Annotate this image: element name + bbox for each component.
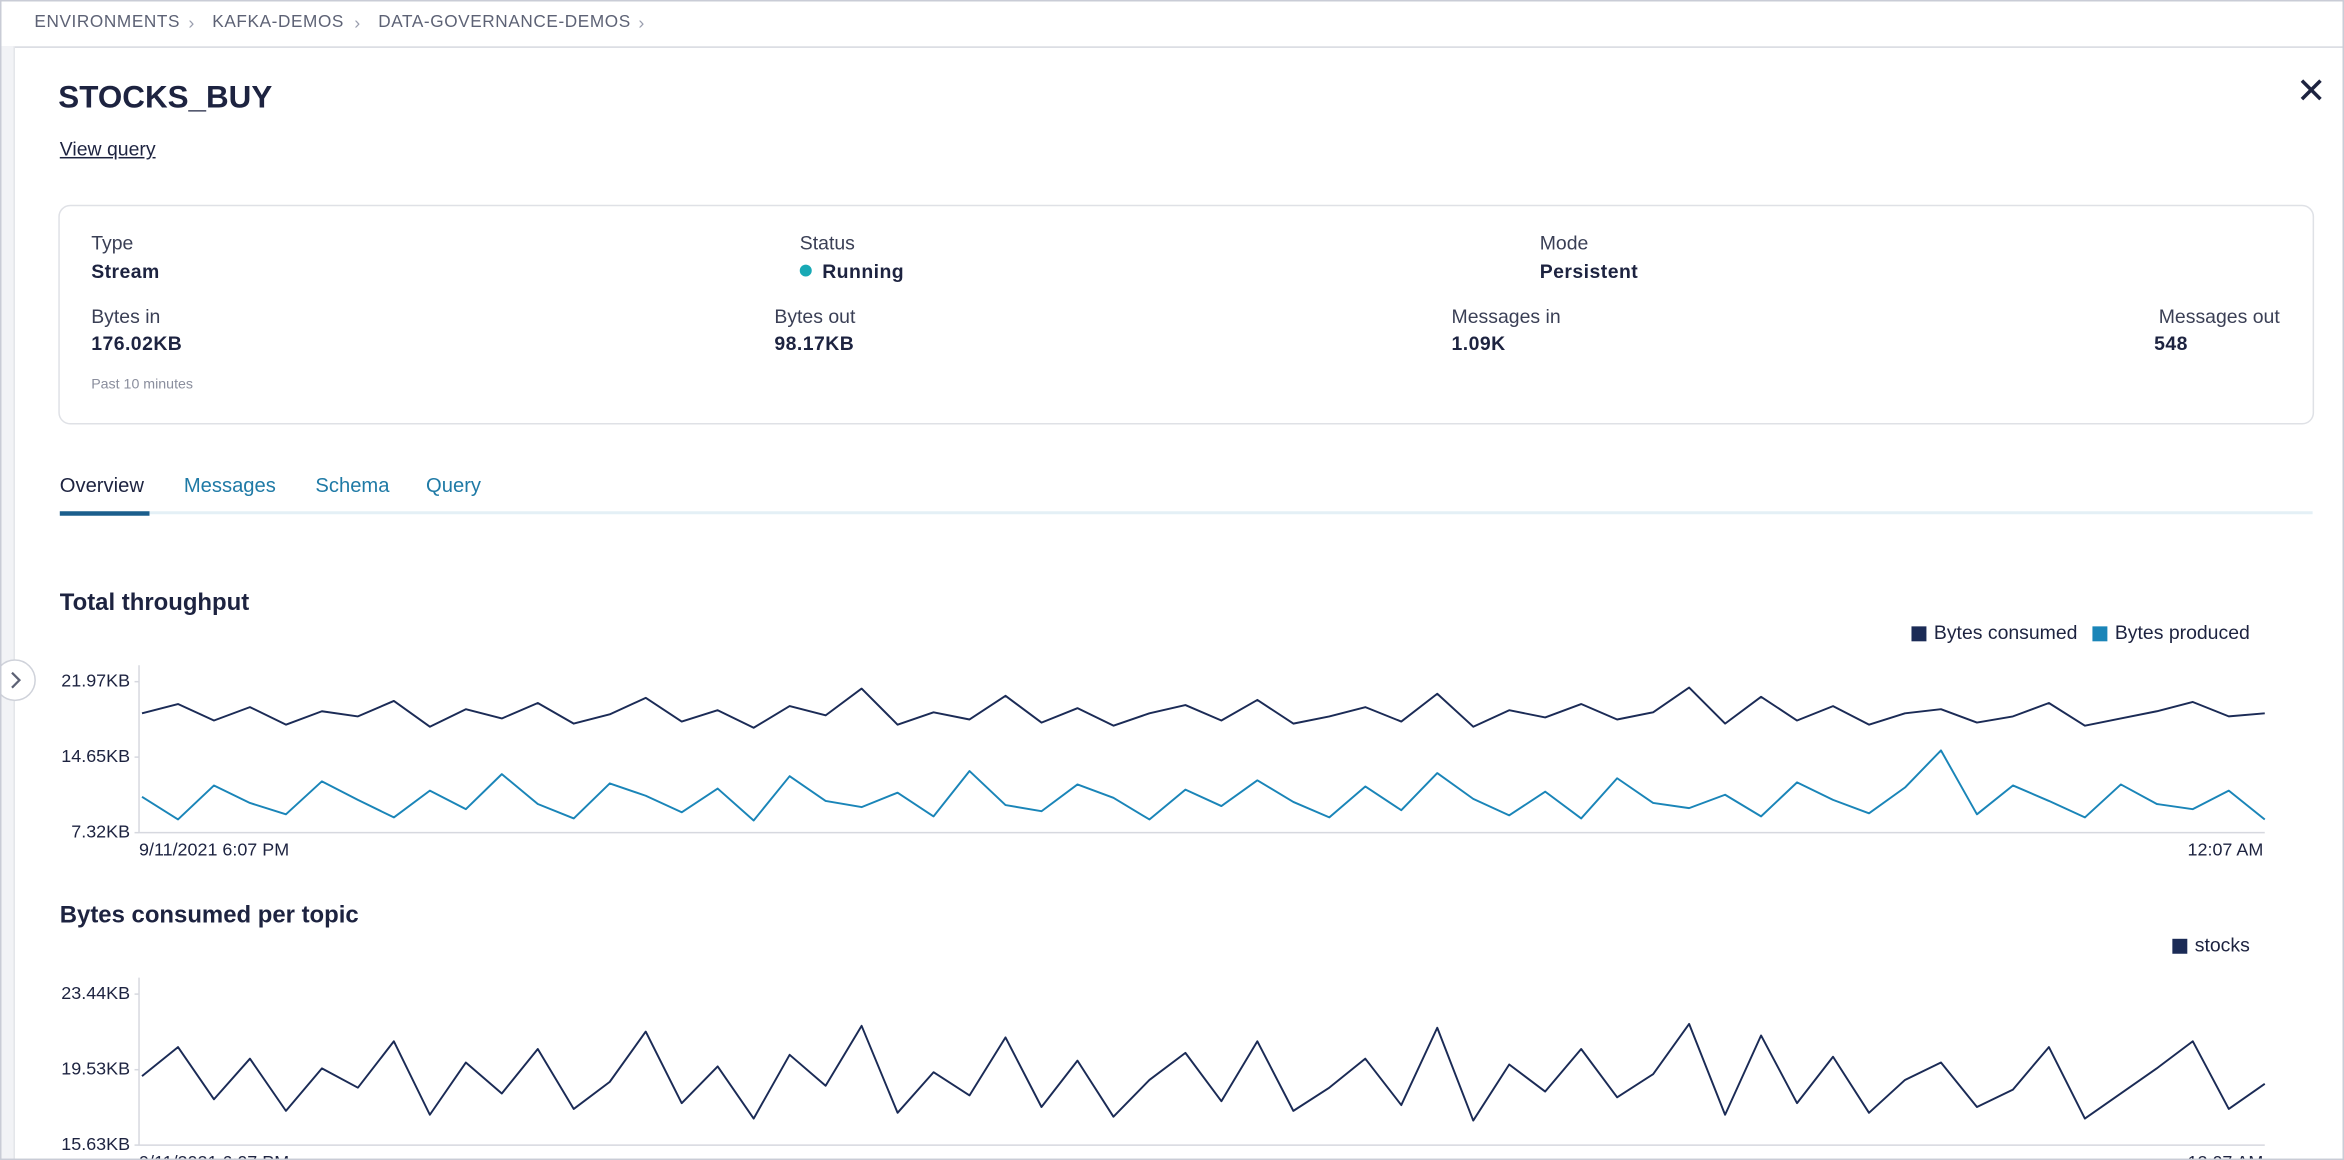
close-button[interactable]: ✕: [2296, 71, 2327, 113]
chevron-icon: [11, 671, 22, 689]
tab[interactable]: Messages: [183, 473, 276, 497]
summary-box: [58, 204, 2315, 425]
legend-swatch: [2172, 938, 2188, 954]
field-value: Stream: [91, 260, 160, 283]
legend-swatch: [1911, 626, 1927, 642]
y-tick-label: 21.97KB: [61, 670, 130, 690]
y-tick-label: 7.32KB: [71, 821, 130, 841]
page-title: STOCKS_BUY: [58, 80, 273, 116]
x-tick-label: 9/11/2021 6:07 PM: [139, 839, 289, 859]
field-label: Bytes in: [91, 304, 161, 328]
sidebar: [0, 46, 15, 1160]
breadcrumb[interactable]: ENVIRONMENTS: [34, 13, 181, 32]
chart: Total throughput Bytes produced Bytes cons…: [60, 589, 2266, 859]
data-line: [141, 686, 2265, 729]
field-label: Messages in: [1451, 304, 1561, 328]
tab[interactable]: Overview: [59, 473, 144, 497]
data-line: [141, 1022, 2266, 1122]
legend-swatch: [2092, 626, 2108, 642]
sidebar-toggle[interactable]: [0, 659, 36, 702]
x-tick-label: 12:07 AM: [2188, 839, 2264, 859]
breadcrumb[interactable]: DATA-GOVERNANCE-DEMOS: [378, 13, 631, 32]
status-dot: [799, 264, 812, 277]
legend-label: Bytes produced: [2115, 622, 2250, 644]
chart-title: Bytes consumed per topic: [60, 902, 359, 929]
tab-rule: [59, 511, 2313, 515]
field-label: Mode: [1539, 231, 1589, 255]
legend-label: stocks: [2195, 934, 2250, 956]
view-query-link[interactable]: View query: [59, 137, 156, 160]
y-tick-label: 14.65KB: [61, 746, 130, 766]
status-value: Running: [799, 260, 905, 283]
active-tab-underline: [59, 511, 150, 516]
breadcrumb-separator: ›: [188, 11, 195, 33]
y-tick-label: 15.63KB: [61, 1134, 130, 1154]
legend-label: Bytes consumed: [1934, 622, 2078, 644]
field-value: 548: [2154, 331, 2188, 355]
summary-note: Past 10 minutes: [91, 376, 194, 394]
x-tick-label: 12:07 AM: [2188, 1152, 2264, 1160]
chart: Bytes consumed per topic stocks 23.44KB 19.…: [60, 902, 2266, 1160]
x-tick-label: 9/11/2021 6:07 PM: [139, 1152, 289, 1160]
tab[interactable]: Query: [426, 473, 482, 497]
tab[interactable]: Schema: [315, 473, 390, 497]
breadcrumb[interactable]: KAFKA-DEMOS: [212, 13, 344, 32]
field-value: 98.17KB: [774, 331, 855, 355]
field-value: 1.09K: [1451, 331, 1506, 355]
data-line: [141, 749, 2266, 822]
field-label: Status: [799, 231, 855, 255]
breadcrumb-separator: ›: [638, 11, 645, 33]
field-value: 176.02KB: [91, 331, 183, 355]
y-tick-label: 19.53KB: [61, 1058, 130, 1078]
field-label: Messages out: [2158, 304, 2280, 328]
y-tick-label: 23.44KB: [61, 983, 130, 1003]
breadcrumb-separator: ›: [354, 11, 361, 33]
field-label: Bytes out: [774, 304, 856, 328]
field-label: Type: [91, 231, 134, 255]
breadcrumb-bar: ENVIRONMENTS › KAFKA-DEMOS › DATA-GOVERN…: [0, 0, 2344, 48]
chart-title: Total throughput: [60, 589, 249, 616]
field-value: Persistent: [1539, 260, 1639, 283]
field-value: Running: [822, 260, 905, 283]
